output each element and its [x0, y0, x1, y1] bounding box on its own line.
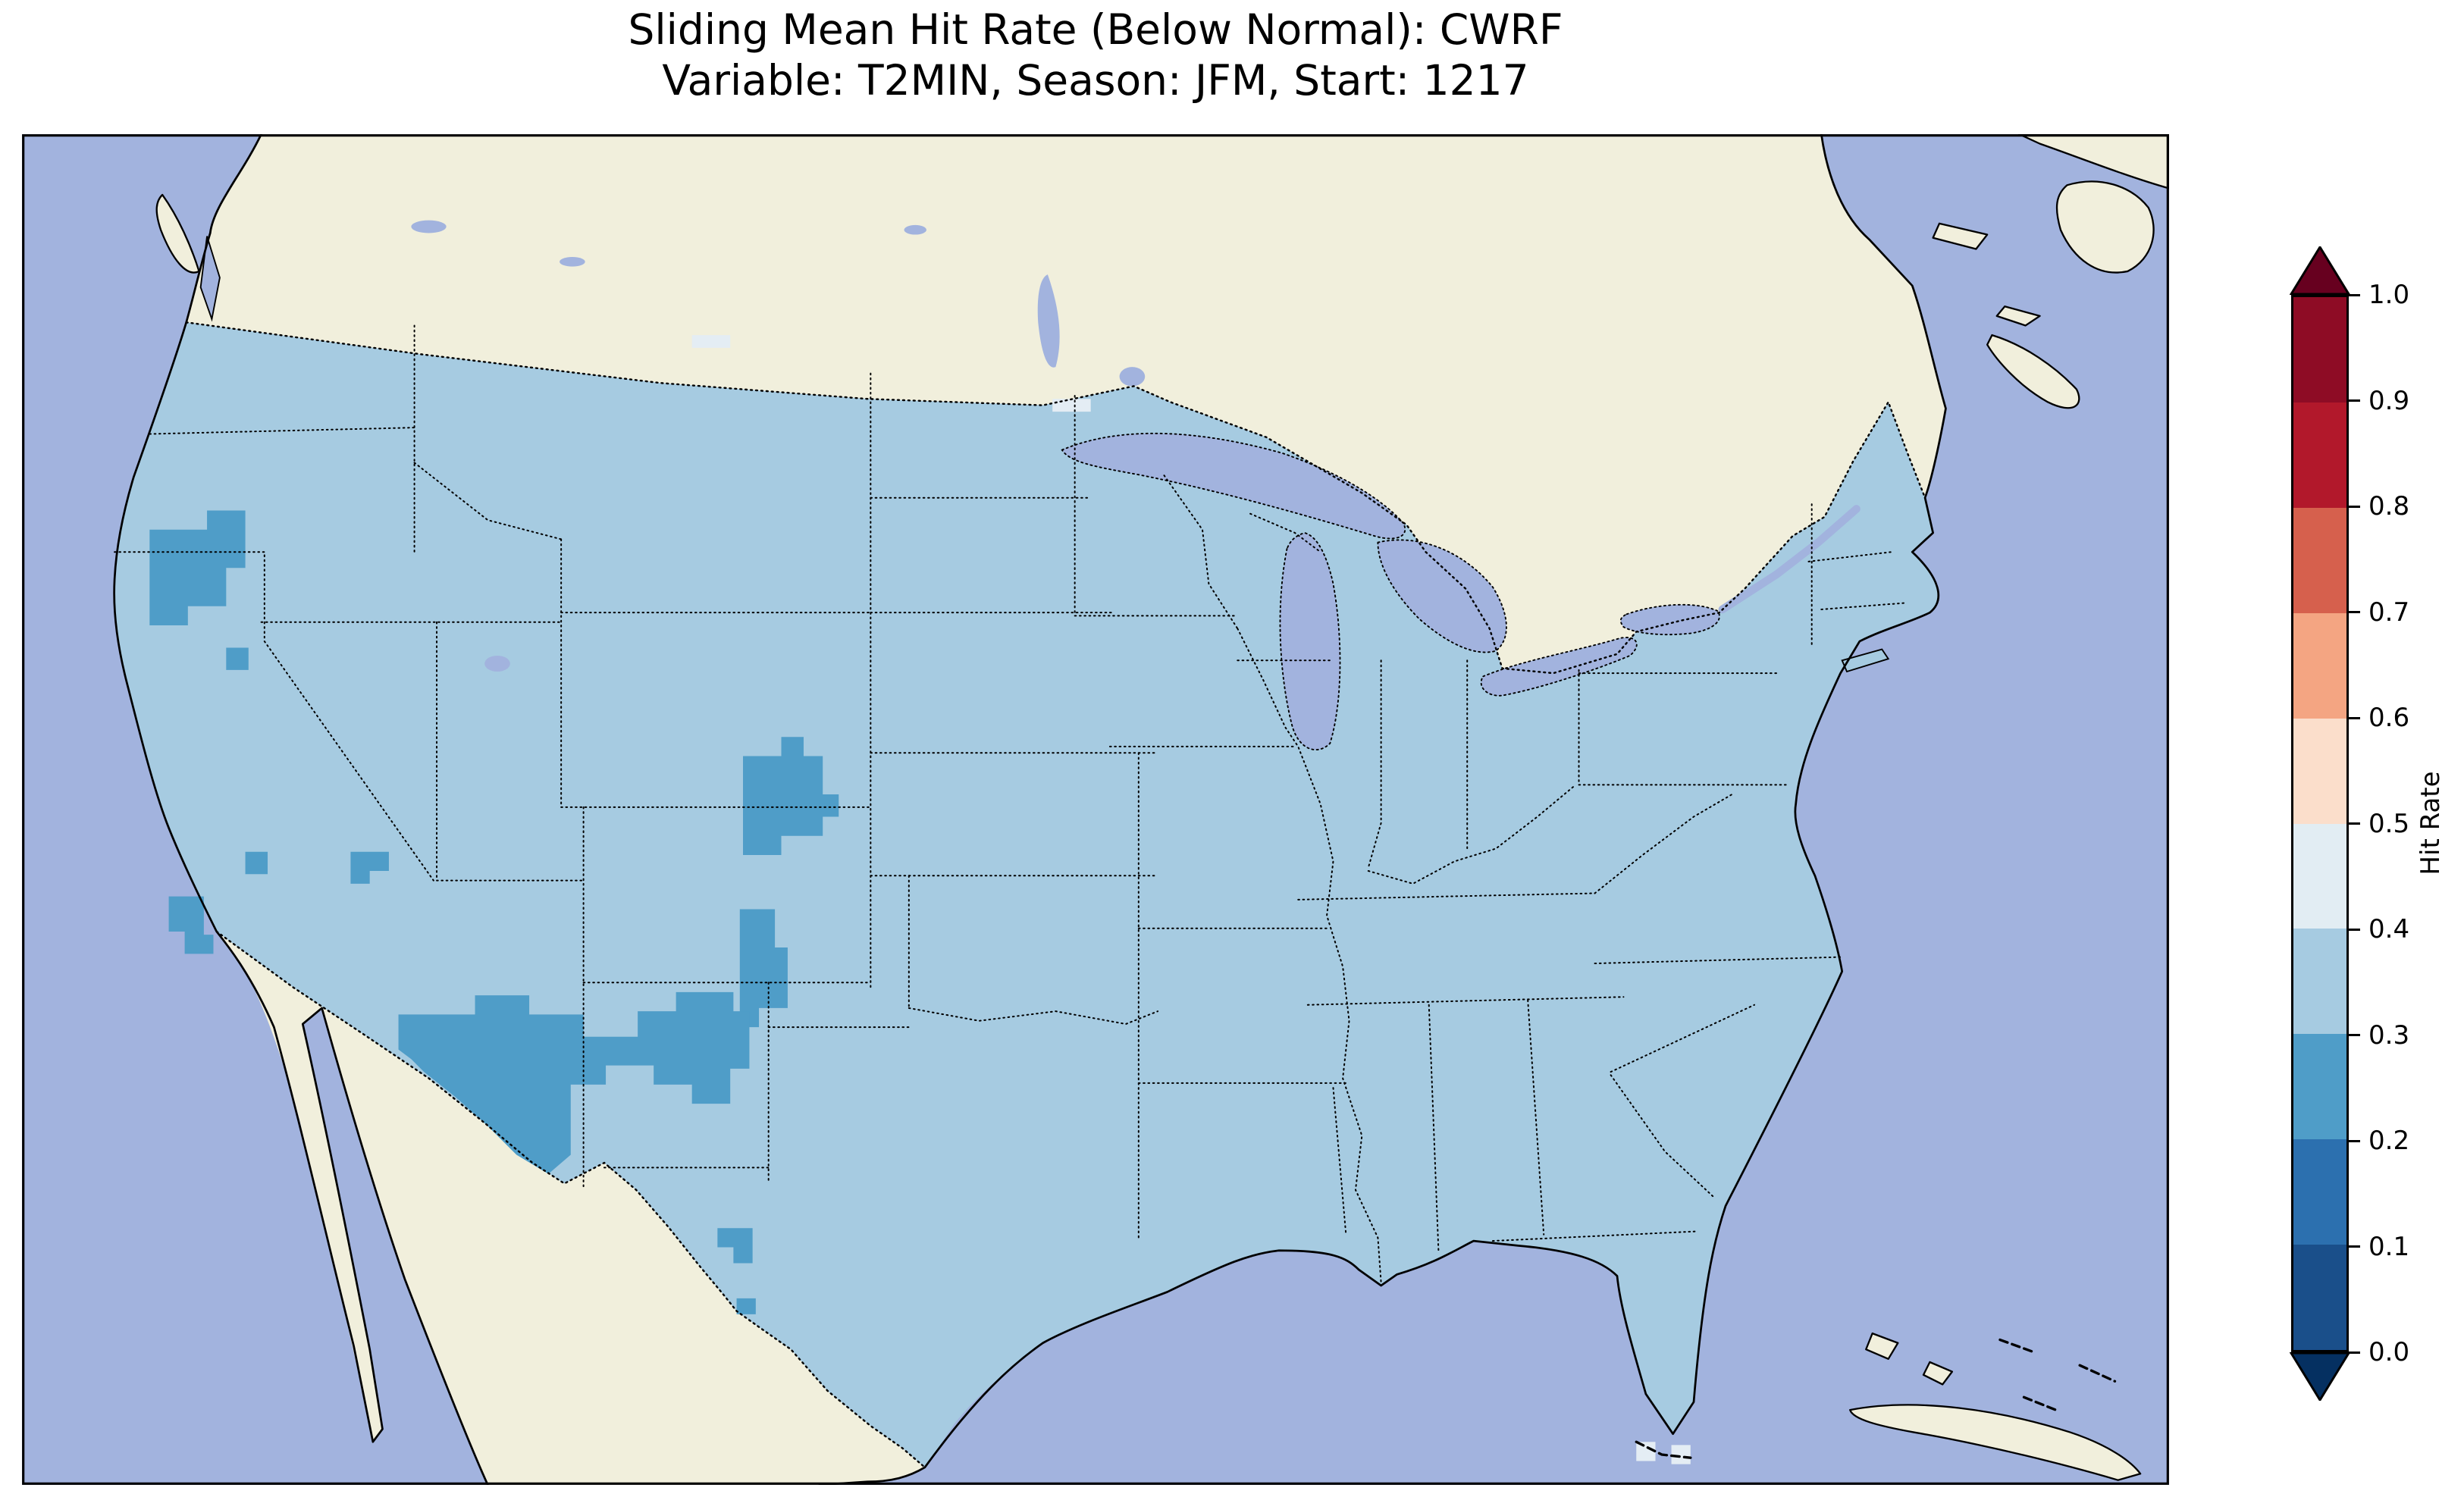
colorbar-tick-mark	[2349, 1034, 2360, 1036]
low-hitrate-patch-az-nm-tx	[398, 991, 750, 1174]
low-hitrate-patch-rio-grande-cell	[736, 1298, 756, 1314]
colorbar-segment-0.6-0.7	[2293, 612, 2346, 719]
colorbar-tick-label: 0.5	[2368, 808, 2410, 839]
colorbar-tick-mark	[2349, 1351, 2360, 1354]
pale-cell-north-border-1	[691, 335, 731, 348]
us-mexico-border	[215, 930, 926, 1469]
bahamas-chain-1	[1998, 1338, 2036, 1355]
canada-lake	[411, 220, 447, 233]
gulf-atlantic-coastline	[818, 134, 1947, 1485]
lake-michigan	[1279, 531, 1341, 750]
colorbar-ticks: 1.0 0.9 0.8 0.7 0.6 0.5 0.4 0.3 0.2 0.1 0.0	[2349, 280, 2464, 1367]
prince-edward-island	[1995, 305, 2041, 327]
us-heatmap-area	[114, 322, 1939, 1467]
lake-huron	[1377, 539, 1507, 653]
colorbar-tick-label: 0.3	[2368, 1019, 2410, 1051]
colorbar-tick-mark	[2349, 293, 2360, 296]
lake-of-the-woods	[1119, 367, 1146, 387]
colorbar-tick-mark	[2349, 716, 2360, 719]
puget-sound	[199, 236, 221, 322]
colorbar-tick-mark	[2349, 822, 2360, 825]
lake-superior	[1061, 432, 1406, 540]
bahamas-island-1	[1865, 1332, 1899, 1360]
colorbar-segment-0.0-0.1	[2293, 1245, 2346, 1351]
pale-cell-florida-1	[1636, 1442, 1656, 1461]
colorbar-tick-mark	[2349, 399, 2360, 402]
low-hitrate-patch-ca-nv-cell	[245, 851, 268, 875]
mexico-landmass	[216, 931, 925, 1485]
us-conus-map	[22, 134, 2169, 1485]
low-hitrate-patch-big-bend	[717, 1228, 753, 1264]
lake-ontario	[1619, 603, 1720, 636]
colorbar-extend-over	[2290, 246, 2350, 295]
cuba	[1849, 1404, 2142, 1481]
colorbar-tick-label: 0.6	[2368, 703, 2410, 733]
pale-cell-florida-2	[1671, 1445, 1691, 1464]
vancouver-island	[155, 193, 200, 274]
colorbar-segment-0.1-0.2	[2293, 1139, 2346, 1245]
bahamas-chain-3	[2022, 1395, 2058, 1411]
colorbar	[2291, 295, 2349, 1352]
low-hitrate-patch-socal-coast	[168, 896, 214, 954]
map-axes	[22, 134, 2169, 1485]
low-hitrate-patch-utah	[743, 737, 839, 855]
colorbar-extend-under	[2290, 1352, 2350, 1401]
colorbar-tick-label: 1.0	[2368, 280, 2410, 310]
figure-title: Sliding Mean Hit Rate (Below Normal): CW…	[22, 5, 2169, 106]
newfoundland	[2055, 180, 2155, 274]
nova-scotia	[1986, 334, 2080, 409]
colorbar-tick-label: 0.7	[2368, 597, 2410, 628]
canada-landmass	[186, 134, 1946, 674]
lake-erie	[1480, 637, 1638, 697]
colorbar-segment-0.3-0.4	[2293, 929, 2346, 1035]
pacific-coastline	[113, 134, 489, 1485]
colorbar-segment-0.7-0.8	[2293, 507, 2346, 613]
axes-frame	[22, 134, 2169, 1485]
colorbar-axis-label: Hit Rate	[2415, 771, 2446, 875]
colorbar-tick-label: 0.9	[2368, 385, 2410, 416]
colorbar-tick-mark	[2349, 1245, 2360, 1248]
florida-keys	[1635, 1440, 1692, 1459]
low-hitrate-patch-nv-az	[350, 851, 389, 884]
colorbar-tick-label: 0.1	[2368, 1231, 2410, 1262]
bahamas-island-2	[1922, 1361, 1954, 1386]
colorbar-segment-0.2-0.3	[2293, 1034, 2346, 1140]
colorbar-tick-label: 0.0	[2368, 1337, 2410, 1367]
st-lawrence-river	[1718, 505, 1861, 614]
low-hitrate-patch-nv-west-cell	[226, 647, 249, 670]
low-hitrate-patch-nevada-california	[149, 510, 246, 625]
figure-title-line1: Sliding Mean Hit Rate (Below Normal): CW…	[628, 5, 1563, 54]
lake-winnipeg	[1037, 274, 1060, 368]
colorbar-segment-0.5-0.6	[2293, 718, 2346, 824]
colorbar-segment-0.8-0.9	[2293, 402, 2346, 508]
canada-lake	[560, 257, 585, 267]
state-boundaries	[114, 324, 1905, 1283]
colorbar-tick-label: 0.8	[2368, 491, 2410, 521]
colorbar-tick-mark	[2349, 928, 2360, 931]
colorbar-tick-mark	[2349, 505, 2360, 508]
canada-lake	[904, 224, 926, 235]
colorbar-tick-label: 0.2	[2368, 1126, 2410, 1156]
bahamas-chain-2	[2078, 1364, 2117, 1383]
great-salt-lake	[484, 655, 510, 672]
anticosti-island	[1932, 222, 1989, 250]
colorbar-segment-0.4-0.5	[2293, 823, 2346, 929]
colorbar-tick-mark	[2349, 1139, 2360, 1142]
colorbar-tick-label: 0.4	[2368, 914, 2410, 944]
low-hitrate-patch-nm-co-strip	[739, 909, 788, 1028]
long-island	[1841, 648, 1890, 673]
us-canada-border	[185, 321, 1926, 675]
colorbar-segment-0.9-1.0	[2293, 297, 2346, 402]
pale-cell-north-border-2	[1052, 399, 1091, 412]
figure-title-line2: Variable: T2MIN, Season: JFM, Start: 121…	[662, 56, 1529, 105]
colorbar-tick-mark	[2349, 611, 2360, 613]
